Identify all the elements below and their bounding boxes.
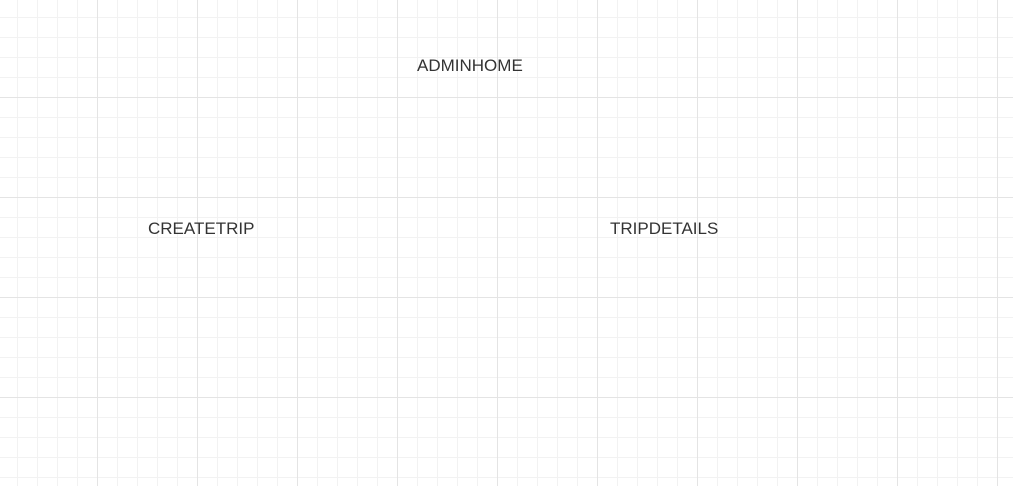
node-adminhome[interactable]: ADMINHOME (417, 56, 523, 75)
node-tripdetails[interactable]: TRIPDETAILS (610, 219, 719, 238)
node-createtrip[interactable]: CREATETRIP (148, 219, 255, 238)
